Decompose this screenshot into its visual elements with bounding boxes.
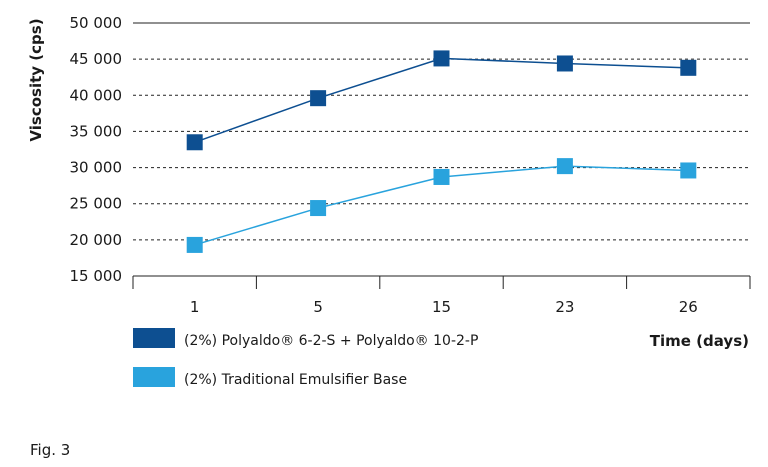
y-tick-label: 30 000 <box>70 159 123 177</box>
data-point-marker <box>433 50 450 67</box>
x-axis: 1 5 15 23 26 <box>132 276 751 316</box>
y-tick-label: 50 000 <box>70 14 123 32</box>
y-axis-ticks: 50 000 45 000 40 000 35 000 30 000 25 000 20 0… <box>70 14 123 285</box>
x-tick-label: 5 <box>313 298 323 316</box>
y-tick-label: 35 000 <box>70 122 123 140</box>
grid-lines <box>133 22 750 277</box>
x-tick-label: 15 <box>432 298 451 316</box>
x-axis-label: Time (days) <box>650 332 749 350</box>
figure-caption: Fig. 3 <box>30 441 70 459</box>
legend-swatch-polyaldo <box>133 328 175 348</box>
y-tick-label: 20 000 <box>70 231 123 249</box>
data-point-marker <box>310 200 327 217</box>
legend-swatch-traditional <box>133 367 175 387</box>
y-tick-label: 25 000 <box>70 195 123 213</box>
data-point-marker <box>680 162 697 179</box>
data-point-marker <box>556 158 573 175</box>
x-tick-label: 1 <box>190 298 200 316</box>
y-axis-label: Viscosity (cps) <box>27 18 45 141</box>
data-point-marker <box>186 134 203 151</box>
x-tick-label: 23 <box>555 298 574 316</box>
x-tick-label: 26 <box>679 298 698 316</box>
data-point-marker <box>186 236 203 253</box>
y-tick-label: 40 000 <box>70 86 123 104</box>
data-point-marker <box>310 90 327 107</box>
legend: (2%) Polyaldo® 6-2-S + Polyaldo® 10-2-P … <box>133 328 478 388</box>
legend-label-polyaldo: (2%) Polyaldo® 6-2-S + Polyaldo® 10-2-P <box>184 333 478 349</box>
y-tick-label: 45 000 <box>70 50 123 68</box>
y-tick-label: 15 000 <box>70 267 123 285</box>
series-line-0 <box>194 57 689 143</box>
series-lines <box>186 50 697 253</box>
data-point-marker <box>556 55 573 72</box>
legend-label-traditional: (2%) Traditional Emulsifier Base <box>184 372 407 388</box>
data-point-marker <box>433 168 450 185</box>
data-point-marker <box>680 59 697 76</box>
